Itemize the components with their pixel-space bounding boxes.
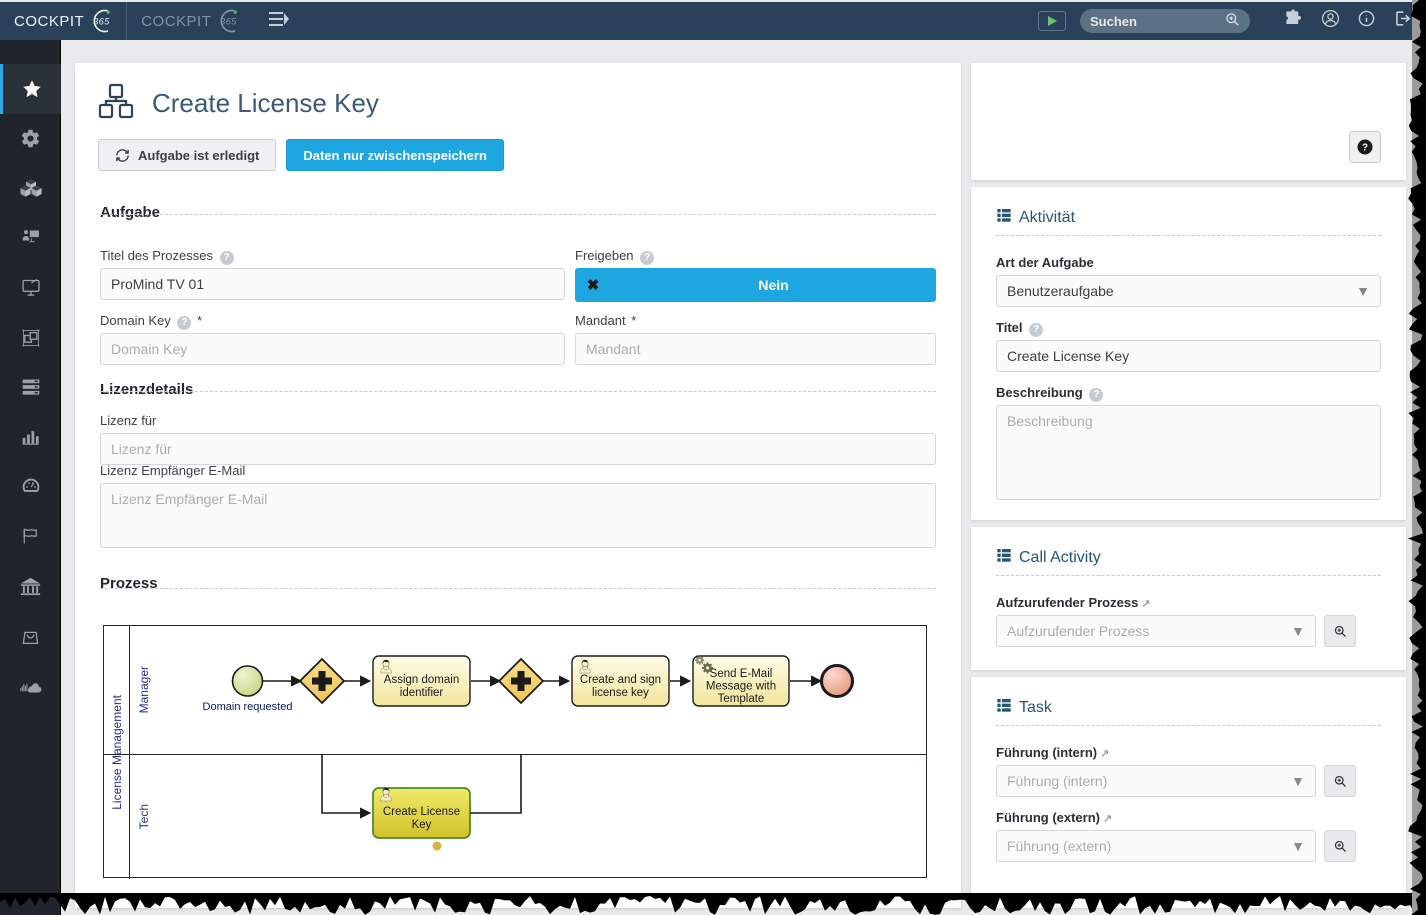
svg-text:identifier: identifier [400,687,444,699]
svg-text:Assign domain: Assign domain [384,674,459,686]
svg-text:Create License: Create License [383,806,460,818]
svg-text:?: ? [1362,142,1368,153]
svg-text:365: 365 [93,17,110,27]
svg-text:Message with: Message with [706,681,776,693]
svg-text:Template: Template [718,693,765,705]
svg-text:365: 365 [221,17,238,27]
svg-text:Domain requested: Domain requested [203,701,293,713]
svg-text:Key: Key [412,819,432,831]
svg-text:Send E-Mail: Send E-Mail [710,668,773,680]
svg-text:license key: license key [592,687,649,699]
